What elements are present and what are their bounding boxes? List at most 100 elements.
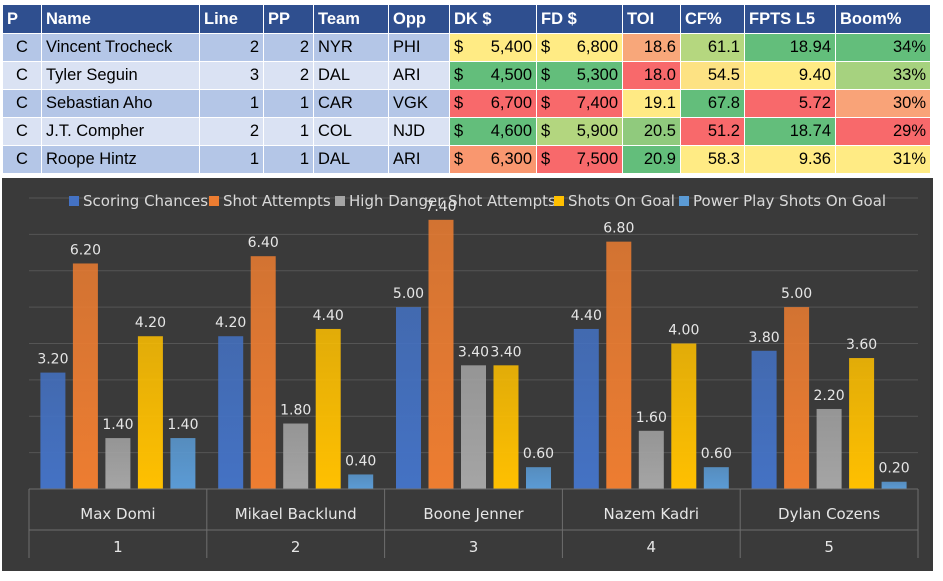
legend-label: Power Play Shots On Goal [693,192,886,210]
cell-pp: 2 [263,33,314,62]
table-row: C Tyler Seguin 3 2 DAL ARI $4,500 $5,300 18.0 54.… [2,61,931,90]
cell-toi: 20.5 [622,117,681,146]
bar [849,358,875,489]
category-rank-label: 1 [113,538,123,556]
data-label: 4.40 [571,308,602,324]
cell-position: C [2,61,42,90]
salary-value: 7,500 [576,150,618,168]
data-label: 3.40 [458,344,489,360]
bar [250,256,276,489]
bar-chart: Scoring Chances Shot Attempts High Danger … [28,192,919,558]
bar [493,365,519,489]
data-label: 3.60 [846,337,877,353]
data-label: 3.40 [490,344,521,360]
data-label: 6.80 [603,221,634,237]
bar [573,328,599,489]
header-opp: Opp [388,4,450,34]
table-row: C Vincent Trocheck 2 2 NYR PHI $5,400 $6,800 18.… [2,33,931,62]
category-axis: Max Domi 1 Mikael Backlund 2 Boone Jenner 3 Na… [28,488,919,558]
cell-toi: 20.9 [622,145,681,174]
cell-dk-salary: $6,700 [449,89,537,118]
data-label: 6.40 [248,235,279,251]
cell-fpts-l5: 9.40 [744,61,836,90]
currency-symbol: $ [541,38,551,56]
data-label: 1.40 [167,417,198,433]
category-label: Boone Jenner [423,505,524,523]
bar [881,481,907,489]
currency-symbol: $ [454,122,464,140]
cell-cf-pct: 54.5 [680,61,745,90]
salary-value: 6,700 [490,94,532,112]
legend-label: Shot Attempts [223,192,331,210]
currency-symbol: $ [454,66,464,84]
cell-team: DAL [313,61,389,90]
currency-symbol: $ [454,94,464,112]
category-label: Dylan Cozens [778,505,880,523]
bar [40,372,66,489]
data-label: 7.40 [425,199,456,215]
header-toi: TOI [622,4,681,34]
bar [703,467,729,489]
cell-line: 1 [199,145,264,174]
cell-pp: 1 [263,89,314,118]
data-label: 3.20 [37,352,68,368]
cell-opp: NJD [388,117,450,146]
bar [751,350,777,489]
data-label: 4.20 [135,315,166,331]
bar [396,307,421,489]
cell-line: 1 [199,89,264,118]
data-label: 1.80 [280,403,311,419]
salary-value: 4,600 [490,122,532,140]
cell-position: C [2,117,42,146]
cell-team: CAR [313,89,389,118]
data-label: 3.80 [749,330,780,346]
cell-toi: 18.0 [622,61,681,90]
cell-line: 2 [199,33,264,62]
header-name: Name [41,4,200,34]
header-fd: FD $ [536,4,623,34]
legend-swatch [335,196,345,206]
header-boom: Boom% [835,4,931,34]
category-rank-label: 5 [824,538,834,556]
data-label: 4.20 [215,315,246,331]
cell-opp: ARI [388,61,450,90]
category-label: Mikael Backlund [235,505,357,523]
data-label: 6.20 [70,242,101,258]
bar [638,430,664,489]
currency-symbol: $ [454,150,464,168]
cell-dk-salary: $5,400 [449,33,537,62]
data-label: 5.00 [393,286,424,302]
bar [170,438,196,489]
cell-line: 3 [199,61,264,90]
data-label: 0.60 [701,446,732,462]
cell-cf-pct: 58.3 [680,145,745,174]
bar [283,423,309,489]
bar [137,336,163,489]
salary-value: 6,300 [490,150,532,168]
cell-line: 2 [199,117,264,146]
cell-position: C [2,33,42,62]
chart-legend: Scoring Chances Shot Attempts High Danger … [69,192,886,210]
category-rank-label: 3 [469,538,479,556]
legend-swatch [209,196,219,206]
bar [218,336,244,489]
cell-boom-pct: 31% [835,145,931,174]
bar [461,365,486,489]
currency-symbol: $ [541,150,551,168]
cell-name: J.T. Compher [41,117,200,146]
cell-boom-pct: 29% [835,117,931,146]
cell-name: Tyler Seguin [41,61,200,90]
table-header-row: P Name Line PP Team Opp DK $ FD $ TOI CF… [2,4,931,34]
bar-chart-panel: Scoring Chances Shot Attempts High Danger … [2,178,933,571]
category-label: Max Domi [80,505,155,523]
salary-value: 5,300 [576,66,618,84]
cell-fd-salary: $7,400 [536,89,623,118]
cell-toi: 19.1 [622,89,681,118]
cell-name: Vincent Trocheck [41,33,200,62]
legend-label: Scoring Chances [83,192,208,210]
cell-toi: 18.6 [622,33,681,62]
table-row: C J.T. Compher 2 1 COL NJD $4,600 $5,900 20.5 51.… [2,117,931,146]
data-label: 0.60 [523,446,554,462]
cell-cf-pct: 61.1 [680,33,745,62]
salary-value: 4,500 [490,66,532,84]
